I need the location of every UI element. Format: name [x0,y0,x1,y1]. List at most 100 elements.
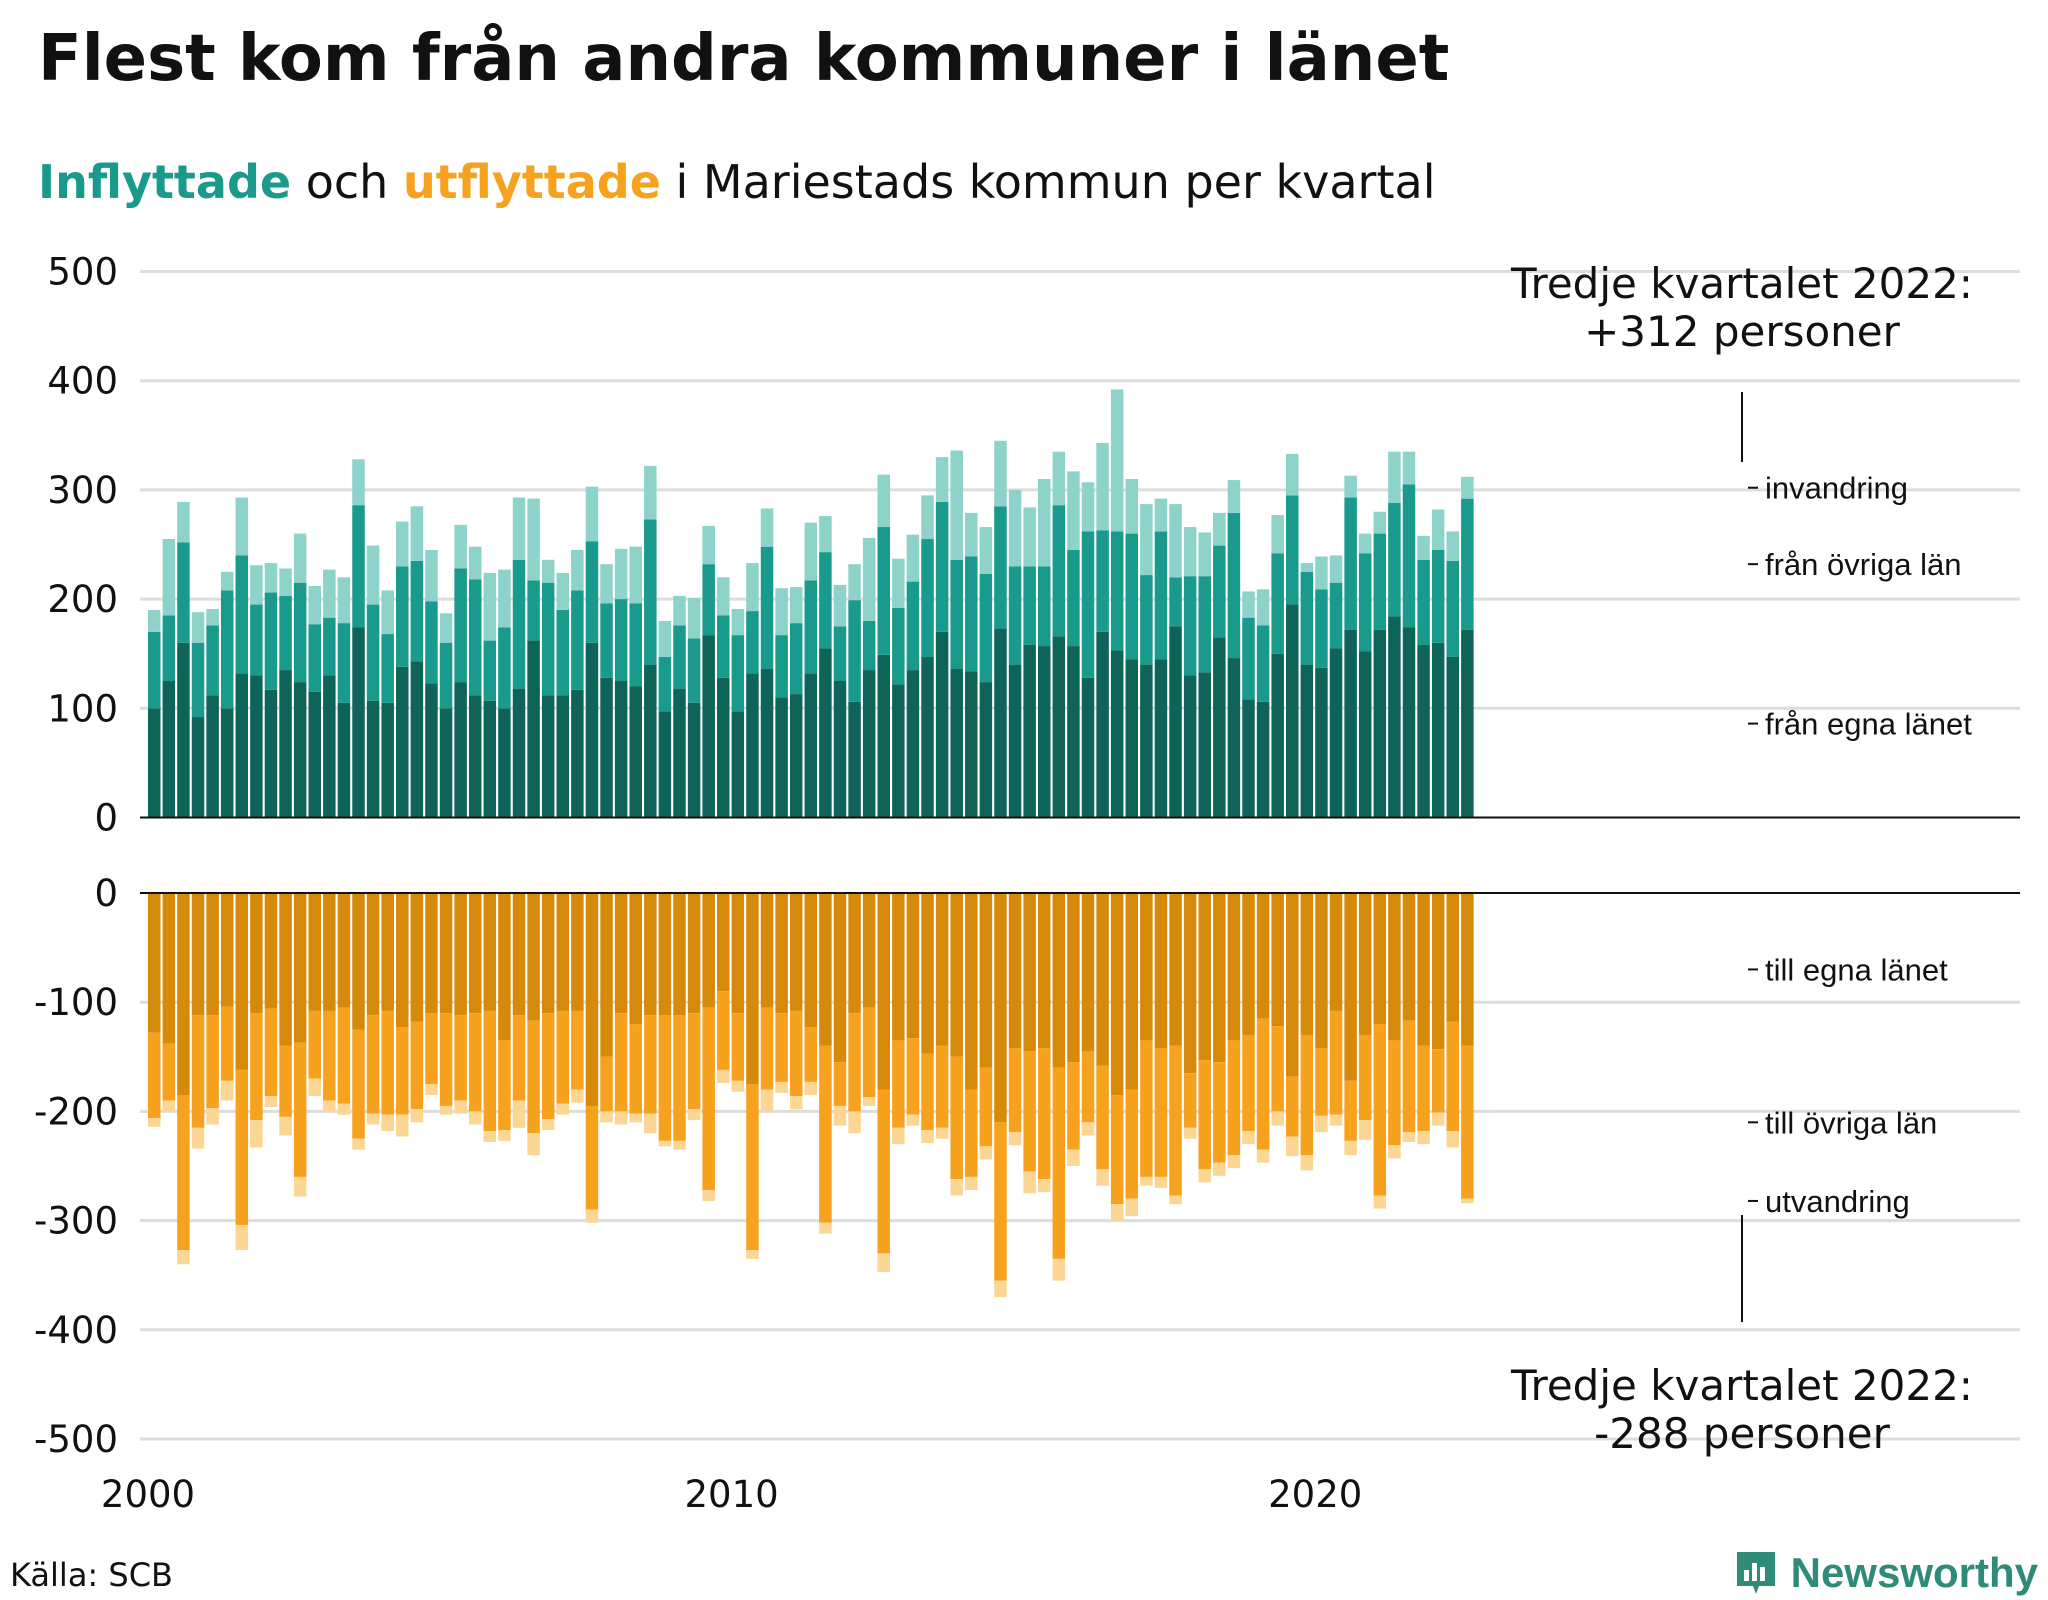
bar-in-immigration [468,546,482,580]
bar-out-emigration [892,1127,905,1145]
bar-in-own-lan [1023,644,1036,818]
bar-in-own-lan [1169,626,1182,818]
bar-in-other-lan [935,501,949,632]
bar-in-own-lan [906,670,920,818]
bar-in-immigration [293,533,307,583]
bar-out-emigration [600,1111,613,1123]
bar-in-other-lan [789,623,803,695]
x-tick-label: 2000 [101,1473,195,1516]
bar-in-own-lan [206,695,219,818]
bar-in-immigration [191,612,205,643]
bar-out-emigration [396,1114,409,1137]
bar-out-own-lan [717,893,730,992]
bar-in-immigration [965,512,978,557]
bar-out-own-lan [498,893,511,1041]
bar-in-immigration [1461,476,1474,499]
bar-in-other-lan [483,640,497,701]
bar-out-own-lan [454,893,467,1016]
bar-out-other-lan [425,1013,438,1085]
bar-out-own-lan [1081,893,1095,1052]
y-tick-label: 0 [94,872,118,915]
bar-in-other-lan [1037,566,1051,647]
bar-in-immigration [673,595,686,626]
series-label: till egna länet [1765,952,1948,987]
bar-out-emigration [1417,1131,1430,1145]
bar-out-emigration [979,1146,993,1160]
subtitle-inflyttade: Inflyttade [38,155,292,209]
bar-out-emigration [352,1138,365,1150]
bar-in-other-lan [191,642,205,718]
annotation-bottom-line1: Tredje kvartalet 2022: [1510,1361,1973,1410]
bar-in-other-lan [1008,566,1022,665]
bar-out-emigration [1373,1195,1387,1209]
bar-out-emigration [687,1109,701,1121]
bar-out-emigration [498,1129,511,1141]
bar-out-other-lan [1286,1076,1299,1137]
bar-out-emigration [235,1224,249,1251]
y-tick-label: 500 [47,251,118,294]
bar-in-other-lan [687,638,701,703]
bar-in-other-lan [717,615,730,678]
bar-out-emigration [220,1080,234,1101]
bar-out-own-lan [848,893,861,1014]
annotation-top-line2: +312 personer [1584,307,1901,356]
bar-in-immigration [717,577,730,616]
y-tick-label: 400 [47,360,118,403]
bar-in-immigration [483,572,497,641]
bar-out-own-lan [1169,893,1182,1046]
tick-labels: 500 400 300 200 100 0 0 -100 -200 -300 -400 -500 200… [34,251,1362,1517]
bar-in-immigration [950,450,963,560]
bar-out-own-lan [1198,893,1211,1061]
bar-out-emigration [1344,1140,1357,1156]
bar-out-own-lan [352,893,365,1030]
bar-in-other-lan [571,590,584,690]
bar-out-other-lan [702,1007,715,1191]
bar-in-immigration [1271,515,1284,554]
bar-out-own-lan [804,893,818,1028]
bar-out-other-lan [1125,1089,1139,1199]
bar-in-own-lan [862,670,876,818]
bar-out-emigration [556,1103,570,1115]
bar-out-other-lan [921,1053,934,1130]
bar-in-own-lan [279,670,292,818]
bar-in-other-lan [337,623,351,703]
bar-out-emigration [906,1114,920,1126]
bar-out-emigration [308,1078,321,1097]
bar-in-other-lan [1052,505,1066,637]
bar-in-own-lan [892,684,905,818]
x-tick-label: 2010 [685,1473,779,1516]
bar-out-other-lan [527,1020,540,1134]
bar-out-own-lan [833,893,847,1063]
bar-in-immigration [1008,489,1022,567]
bar-out-other-lan [1402,1020,1416,1133]
bar-in-immigration [308,585,321,625]
y-tick-label: 300 [47,469,118,512]
bar-out-own-lan [1373,893,1387,1025]
bar-out-other-lan [906,1038,920,1115]
bar-out-emigration [439,1105,453,1115]
bar-out-own-lan [1344,893,1357,1081]
bar-out-own-lan [644,893,657,1016]
bar-in-immigration [337,577,351,624]
bar-in-own-lan [235,673,249,818]
bar-in-other-lan [614,599,628,681]
bar-in-immigration [1315,556,1328,590]
bar-in-other-lan [1417,559,1430,645]
bar-out-other-lan [600,1056,613,1112]
bar-out-other-lan [1081,1051,1095,1123]
bar-in-immigration [585,486,599,542]
bar-in-other-lan [746,611,759,674]
bar-out-emigration [425,1084,438,1096]
bar-out-own-lan [1271,893,1284,1027]
bar-out-own-lan [1052,893,1066,1068]
bar-out-other-lan [1110,1095,1124,1205]
bar-out-other-lan [644,1015,657,1114]
bar-out-other-lan [1140,1040,1153,1177]
bar-in-other-lan [323,617,336,676]
bar-in-other-lan [1125,533,1139,660]
bar-in-own-lan [731,711,745,818]
bar-out-other-lan [1198,1060,1211,1170]
bar-out-emigration [673,1140,686,1150]
bar-in-other-lan [220,590,234,709]
bar-in-immigration [206,608,219,626]
